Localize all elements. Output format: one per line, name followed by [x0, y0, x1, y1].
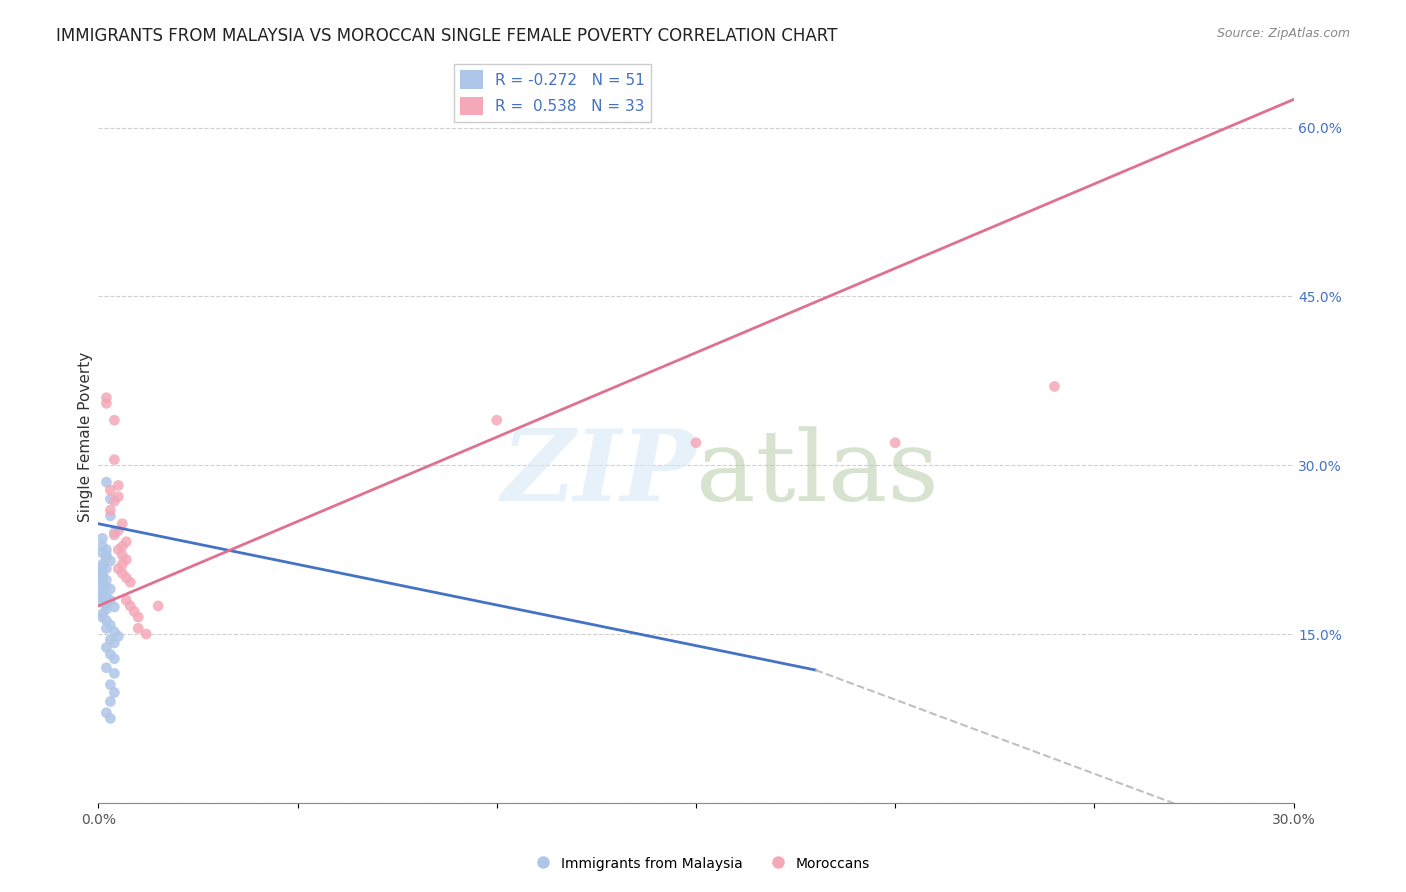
Point — [100, 508, 122, 523]
Point — [148, 599, 170, 613]
Point — [100, 632, 122, 647]
Point — [1043, 379, 1066, 393]
Point — [100, 647, 122, 661]
Text: ZIP: ZIP — [501, 425, 696, 522]
Point — [91, 532, 114, 546]
Point — [103, 624, 125, 639]
Point — [103, 652, 125, 666]
Point — [96, 550, 118, 565]
Point — [91, 575, 114, 590]
Point — [103, 494, 125, 508]
Point — [96, 602, 118, 616]
Point — [115, 593, 138, 607]
Point — [100, 503, 122, 517]
Y-axis label: Single Female Poverty: Single Female Poverty — [77, 352, 93, 522]
Point — [96, 542, 118, 557]
Point — [96, 562, 118, 576]
Point — [107, 524, 129, 538]
Point — [111, 566, 134, 581]
Point — [115, 553, 138, 567]
Point — [103, 636, 125, 650]
Point — [91, 584, 114, 599]
Point — [91, 558, 114, 572]
Point — [111, 548, 134, 562]
Point — [96, 573, 118, 587]
Point — [100, 593, 122, 607]
Point — [91, 568, 114, 582]
Text: Source: ZipAtlas.com: Source: ZipAtlas.com — [1216, 27, 1350, 40]
Point — [103, 413, 125, 427]
Point — [107, 478, 129, 492]
Point — [91, 610, 114, 624]
Point — [111, 516, 134, 531]
Text: atlas: atlas — [696, 425, 939, 522]
Point — [91, 566, 114, 581]
Point — [127, 621, 149, 635]
Point — [135, 627, 157, 641]
Point — [96, 580, 118, 594]
Point — [100, 711, 122, 725]
Point — [107, 542, 129, 557]
Legend: R = -0.272   N = 51, R =  0.538   N = 33: R = -0.272 N = 51, R = 0.538 N = 33 — [454, 64, 651, 121]
Point — [485, 413, 508, 427]
Point — [127, 610, 149, 624]
Point — [96, 640, 118, 655]
Point — [91, 595, 114, 609]
Point — [91, 607, 114, 621]
Point — [884, 435, 907, 450]
Point — [103, 685, 125, 699]
Point — [96, 598, 118, 612]
Point — [100, 678, 122, 692]
Point — [100, 554, 122, 568]
Point — [96, 614, 118, 628]
Point — [100, 491, 122, 506]
Point — [91, 564, 114, 578]
Point — [91, 577, 114, 591]
Point — [96, 706, 118, 720]
Point — [107, 562, 129, 576]
Text: IMMIGRANTS FROM MALAYSIA VS MOROCCAN SINGLE FEMALE POVERTY CORRELATION CHART: IMMIGRANTS FROM MALAYSIA VS MOROCCAN SIN… — [56, 27, 838, 45]
Point — [103, 528, 125, 542]
Point — [91, 571, 114, 585]
Point — [91, 539, 114, 553]
Point — [111, 539, 134, 553]
Point — [107, 490, 129, 504]
Point — [100, 483, 122, 497]
Point — [91, 591, 114, 605]
Point — [120, 575, 142, 590]
Point — [91, 559, 114, 574]
Point — [103, 525, 125, 540]
Point — [100, 694, 122, 708]
Point — [103, 666, 125, 681]
Point — [685, 435, 707, 450]
Legend: Immigrants from Malaysia, Moroccans: Immigrants from Malaysia, Moroccans — [530, 851, 876, 876]
Point — [100, 618, 122, 632]
Point — [111, 558, 134, 572]
Point — [96, 589, 118, 603]
Point — [107, 629, 129, 643]
Point — [96, 621, 118, 635]
Point — [91, 586, 114, 600]
Point — [103, 452, 125, 467]
Point — [115, 534, 138, 549]
Point — [115, 571, 138, 585]
Point — [96, 548, 118, 562]
Point — [124, 605, 146, 619]
Point — [91, 546, 114, 560]
Point — [96, 475, 118, 489]
Point — [96, 391, 118, 405]
Point — [120, 599, 142, 613]
Point — [103, 599, 125, 614]
Point — [100, 582, 122, 596]
Point — [96, 396, 118, 410]
Point — [96, 661, 118, 675]
